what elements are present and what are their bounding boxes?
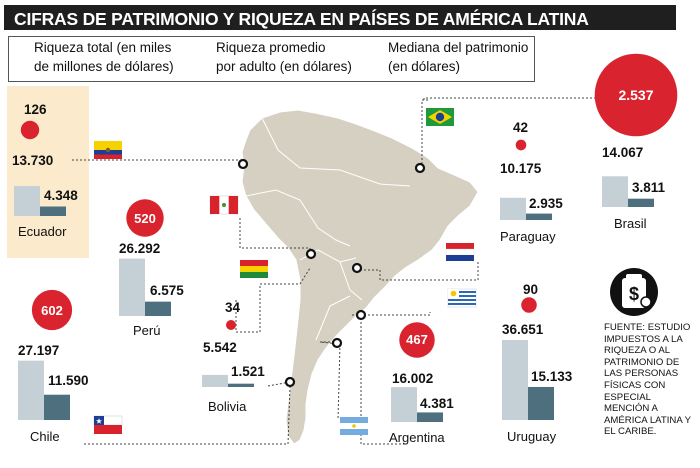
legend-total: Riqueza total (en miles de millones de d…	[34, 38, 174, 76]
bolivia-avg-label: 5.542	[203, 340, 237, 355]
ecuador-avg-bar	[14, 186, 40, 216]
brasil-avg-bar	[602, 176, 628, 207]
ecuador-highlight	[7, 86, 89, 258]
chile-total-label: 602	[41, 303, 63, 318]
uruguay-avg-bar	[502, 340, 528, 420]
paraguay-avg-bar	[500, 197, 526, 220]
chile-avg-label: 27.197	[18, 343, 60, 358]
continent-shape	[241, 109, 479, 445]
uruguay-avg-label: 36.651	[502, 322, 544, 337]
ecuador-total-bubble	[20, 120, 40, 140]
bolivia-name: Bolivia	[208, 399, 247, 414]
argentina-avg-bar	[391, 387, 417, 422]
peru-avg-bar	[119, 258, 145, 316]
ecuador-median-bar	[40, 206, 66, 216]
brasil-name: Brasil	[614, 216, 647, 231]
argentina-median-bar	[417, 412, 443, 422]
paraguay-total-bubble	[515, 139, 527, 151]
legend-median: Mediana del patrimonio (en dólares)	[388, 38, 528, 76]
uruguay-median-bar	[528, 386, 554, 420]
legend-median-line1: Mediana del patrimonio	[388, 40, 529, 55]
flag-chile	[93, 415, 123, 434]
title-bar	[4, 5, 676, 30]
point-argentina	[331, 337, 343, 349]
legend-average: Riqueza promedio por adulto (en dólares)	[216, 38, 352, 76]
argentina-total-bubble	[399, 322, 435, 358]
chile-total-bubble	[31, 289, 73, 331]
ecuador-name: Ecuador	[18, 224, 67, 239]
point-ecuador	[237, 158, 249, 170]
paraguay-avg-label: 10.175	[500, 161, 542, 176]
peru-avg-label: 26.292	[119, 241, 161, 256]
legend-avg-line1: Riqueza promedio	[216, 40, 326, 55]
point-uruguay	[355, 309, 367, 321]
uruguay-name: Uruguay	[507, 429, 557, 444]
point-chile	[284, 376, 296, 388]
peru-total-bubble	[126, 199, 164, 237]
point-brasil	[414, 162, 426, 174]
bolivia-median-label: 1.521	[231, 364, 265, 379]
flag-brasil	[426, 108, 454, 126]
chile-median-bar	[44, 394, 70, 420]
flag-paraguay	[445, 243, 475, 261]
peru-name: Perú	[133, 323, 161, 338]
leader-lines	[72, 97, 608, 445]
svg-text:$: $	[629, 284, 639, 304]
map-points	[237, 158, 426, 388]
point-bolivia	[351, 262, 363, 274]
argentina-median-label: 4.381	[420, 396, 454, 411]
uruguay-total-label: 90	[523, 282, 539, 297]
brasil-total-bubble	[594, 53, 678, 137]
ecuador-total-label: 126	[24, 102, 47, 117]
money-bag-icon: $	[610, 268, 658, 316]
money-bag-glyph: $	[622, 274, 652, 308]
chile-median-label: 11.590	[48, 373, 89, 388]
legend-avg-line2: por adulto (en dólares)	[216, 59, 352, 74]
legend	[8, 36, 535, 82]
paraguay-total-label: 42	[513, 120, 529, 135]
peru-total-label: 520	[134, 211, 156, 226]
bolivia-total-label: 34	[225, 300, 241, 315]
chile-name: Chile	[30, 429, 60, 444]
bolivia-median-bar	[228, 383, 254, 387]
paraguay-name: Paraguay	[500, 229, 556, 244]
ecuador-median-label: 4.348	[44, 188, 78, 203]
bars-layer	[14, 176, 654, 422]
source-note: FUENTE: ESTUDIO IMPUESTOS A LA RIQUEZA O…	[604, 322, 691, 438]
argentina-name: Argentina	[389, 430, 445, 445]
flag-ecuador	[94, 141, 122, 159]
peru-median-label: 6.575	[150, 283, 184, 298]
uruguay-total-bubble	[521, 297, 537, 313]
legend-total-line1: Riqueza total (en miles	[34, 40, 172, 55]
bubbles-layer	[20, 53, 678, 358]
legend-total-line2: de millones de dólares)	[34, 59, 174, 74]
argentina-total-label: 467	[406, 332, 428, 347]
paraguay-median-label: 2.935	[529, 196, 563, 211]
country-borders	[245, 117, 411, 341]
flag-peru	[209, 195, 239, 215]
peru-median-bar	[145, 301, 171, 316]
chart-title: CIFRAS DE PATRIMONIO Y RIQUEZA EN PAÍSES…	[14, 9, 589, 29]
paraguay-median-bar	[526, 213, 552, 220]
uruguay-median-label: 15.133	[531, 369, 573, 384]
brasil-median-bar	[628, 198, 654, 207]
flag-bolivia	[240, 260, 268, 278]
chile-avg-bar	[18, 360, 44, 420]
legend-median-line2: (en dólares)	[388, 59, 461, 74]
flag-uruguay	[447, 288, 477, 308]
bolivia-total-bubble	[226, 320, 236, 330]
ecuador-avg-label: 13.730	[12, 153, 54, 168]
brasil-total-label: 2.537	[618, 87, 654, 103]
brasil-median-label: 3.811	[632, 180, 666, 195]
bolivia-avg-bar	[202, 374, 228, 387]
brasil-avg-label: 14.067	[602, 145, 644, 160]
argentina-avg-label: 16.002	[392, 371, 434, 386]
flag-argentina	[340, 417, 368, 435]
point-peru	[305, 248, 317, 260]
